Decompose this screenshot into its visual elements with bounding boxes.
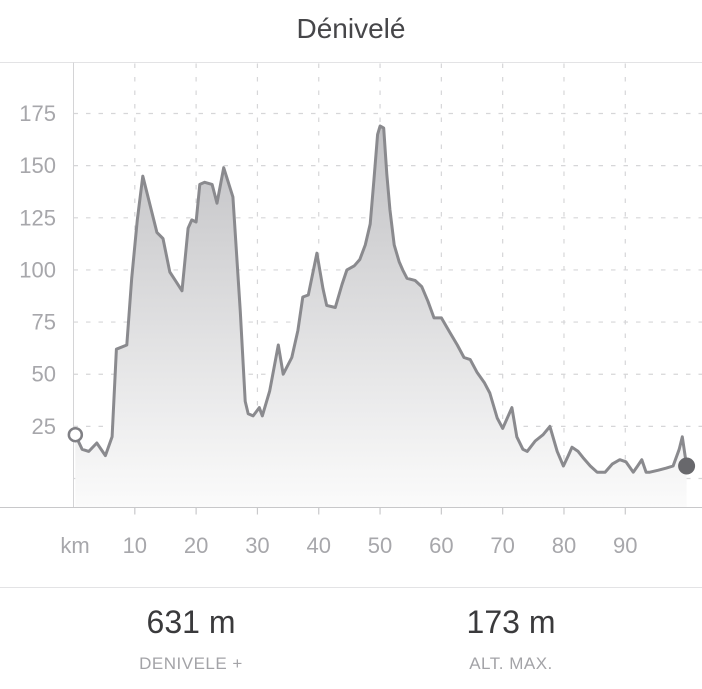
x-tick-label: 10 [123, 533, 147, 558]
x-tick-label: 30 [245, 533, 269, 558]
y-tick-label: 100 [19, 257, 56, 282]
x-tick-label: 50 [368, 533, 392, 558]
x-tick-label: 20 [184, 533, 208, 558]
stats-row: 631 m DENIVELE + 173 m ALT. MAX. [31, 604, 671, 674]
x-tick-label: 80 [552, 533, 576, 558]
area-fill [75, 126, 687, 507]
stat-altmax: 173 m ALT. MAX. [351, 604, 671, 674]
elevation-chart[interactable]: 25 50 75 100 125 150 175 km 10 20 30 40 50 60 70 80 90 [0, 0, 702, 560]
x-tick-label: 90 [613, 533, 637, 558]
y-tick-label: 125 [19, 205, 56, 230]
x-axis-unit-label: km [60, 533, 89, 558]
chart-title: Dénivelé [296, 13, 406, 44]
stat-altmax-label: ALT. MAX. [469, 654, 553, 673]
stat-altmax-value: 173 m [466, 604, 556, 640]
x-tick-label: 40 [306, 533, 330, 558]
y-tick-label: 150 [19, 153, 56, 178]
y-tick-label: 175 [19, 101, 56, 126]
stat-denivele-label: DENIVELE + [139, 654, 243, 673]
stat-denivele-value: 631 m [146, 604, 236, 640]
stat-denivele: 631 m DENIVELE + [31, 604, 351, 674]
x-tick-label: 60 [429, 533, 453, 558]
end-marker [678, 457, 696, 475]
y-tick-label: 50 [32, 362, 56, 387]
y-tick-label: 25 [32, 414, 56, 439]
start-marker [67, 426, 84, 443]
x-tick-label: 70 [490, 533, 514, 558]
elevation-line [73, 124, 689, 474]
separator-line [0, 587, 702, 588]
y-tick-label: 75 [32, 310, 56, 335]
